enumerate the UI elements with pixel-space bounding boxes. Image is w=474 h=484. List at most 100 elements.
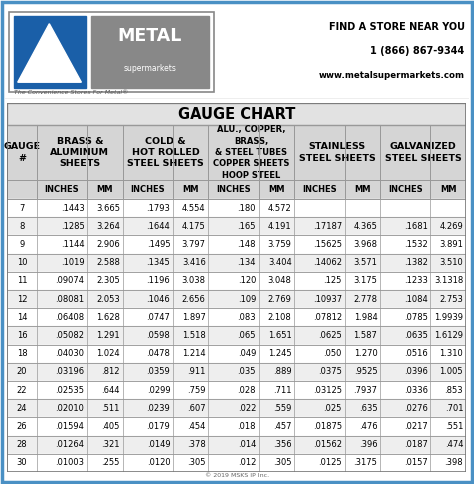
Text: 9: 9: [19, 240, 25, 249]
Text: 1.587: 1.587: [354, 331, 377, 340]
Text: 1 (866) 867-9344: 1 (866) 867-9344: [370, 46, 465, 56]
Text: .0299: .0299: [146, 386, 170, 394]
Bar: [294, 125, 380, 180]
Bar: [123, 180, 173, 199]
Text: .180: .180: [237, 204, 256, 212]
Text: 24: 24: [17, 404, 27, 413]
Text: .511: .511: [101, 404, 120, 413]
Text: .607: .607: [187, 404, 206, 413]
Bar: [173, 180, 209, 199]
Text: 1.024: 1.024: [96, 349, 120, 358]
Bar: [7, 217, 466, 235]
Text: .0625: .0625: [318, 331, 342, 340]
Text: .02010: .02010: [55, 404, 84, 413]
Text: INCHES: INCHES: [302, 185, 337, 194]
Bar: [7, 436, 466, 454]
Text: .911: .911: [187, 367, 206, 377]
Bar: [7, 399, 466, 417]
Bar: [7, 308, 466, 326]
Text: .356: .356: [273, 440, 292, 449]
Text: .1382: .1382: [404, 258, 428, 267]
Bar: [7, 363, 466, 381]
Text: .457: .457: [273, 422, 292, 431]
Text: 2.656: 2.656: [182, 295, 206, 303]
Bar: [7, 180, 37, 199]
Text: 14: 14: [17, 313, 27, 322]
Text: .014: .014: [237, 440, 256, 449]
Text: © 2019 MSKS IP Inc.: © 2019 MSKS IP Inc.: [205, 473, 269, 478]
Text: .148: .148: [237, 240, 256, 249]
Text: 1.628: 1.628: [96, 313, 120, 322]
Text: .1532: .1532: [404, 240, 428, 249]
Text: 7: 7: [19, 204, 25, 212]
Text: .0149: .0149: [146, 440, 170, 449]
Text: .3175: .3175: [354, 458, 377, 468]
Text: 4.554: 4.554: [182, 204, 206, 212]
Bar: [7, 345, 466, 363]
Text: .1019: .1019: [61, 258, 84, 267]
Text: .0120: .0120: [146, 458, 170, 468]
Text: GALVANIZED
STEEL SHEETS: GALVANIZED STEEL SHEETS: [385, 142, 461, 163]
Bar: [87, 180, 123, 199]
Text: 18: 18: [17, 349, 27, 358]
Text: .03125: .03125: [313, 386, 342, 394]
Text: 3.759: 3.759: [268, 240, 292, 249]
Text: 4.365: 4.365: [354, 222, 377, 231]
Bar: [7, 199, 466, 217]
Text: 3.891: 3.891: [439, 240, 463, 249]
Text: ALU., COPPER,
BRASS,
& STEEL TUBES
COPPER SHEETS
HOOP STEEL: ALU., COPPER, BRASS, & STEEL TUBES COPPE…: [213, 125, 290, 180]
Text: .0239: .0239: [146, 404, 170, 413]
Bar: [345, 180, 380, 199]
Text: 28: 28: [17, 440, 27, 449]
Text: .1681: .1681: [404, 222, 428, 231]
Text: 20: 20: [17, 367, 27, 377]
Text: 11: 11: [17, 276, 27, 286]
Bar: [87, 180, 123, 199]
Bar: [7, 217, 466, 235]
Text: .01264: .01264: [55, 440, 84, 449]
Bar: [7, 125, 37, 180]
Text: .02535: .02535: [55, 386, 84, 394]
Text: 3.968: 3.968: [354, 240, 377, 249]
Bar: [7, 254, 466, 272]
Text: INCHES: INCHES: [45, 185, 79, 194]
Text: .1084: .1084: [404, 295, 428, 303]
Text: 10: 10: [17, 258, 27, 267]
Text: 16: 16: [17, 331, 27, 340]
Bar: [37, 180, 87, 199]
Bar: [7, 345, 466, 363]
Text: 1.291: 1.291: [96, 331, 120, 340]
Text: .405: .405: [101, 422, 120, 431]
Text: 3.038: 3.038: [182, 276, 206, 286]
Text: .1644: .1644: [146, 222, 170, 231]
Text: GAUGE CHART: GAUGE CHART: [178, 106, 295, 121]
Text: .255: .255: [101, 458, 120, 468]
Text: .759: .759: [187, 386, 206, 394]
Text: 2.769: 2.769: [268, 295, 292, 303]
Bar: [7, 103, 466, 125]
Text: .065: .065: [237, 331, 256, 340]
Text: .0747: .0747: [146, 313, 170, 322]
Text: .559: .559: [273, 404, 292, 413]
Text: .07812: .07812: [313, 313, 342, 322]
Text: 1.214: 1.214: [182, 349, 206, 358]
Bar: [14, 16, 86, 88]
Bar: [37, 125, 123, 180]
Bar: [7, 199, 466, 217]
Text: .1196: .1196: [146, 276, 170, 286]
Text: .083: .083: [237, 313, 256, 322]
Text: 1.270: 1.270: [354, 349, 377, 358]
Text: .022: .022: [237, 404, 256, 413]
Text: .1285: .1285: [61, 222, 84, 231]
Text: .321: .321: [101, 440, 120, 449]
Text: 30: 30: [17, 458, 27, 468]
Bar: [209, 180, 259, 199]
Text: 2.588: 2.588: [96, 258, 120, 267]
Text: .0375: .0375: [318, 367, 342, 377]
Text: .09074: .09074: [55, 276, 84, 286]
Bar: [123, 180, 173, 199]
Text: .396: .396: [359, 440, 377, 449]
Bar: [7, 290, 466, 308]
Text: .0187: .0187: [404, 440, 428, 449]
Text: 3.175: 3.175: [354, 276, 377, 286]
